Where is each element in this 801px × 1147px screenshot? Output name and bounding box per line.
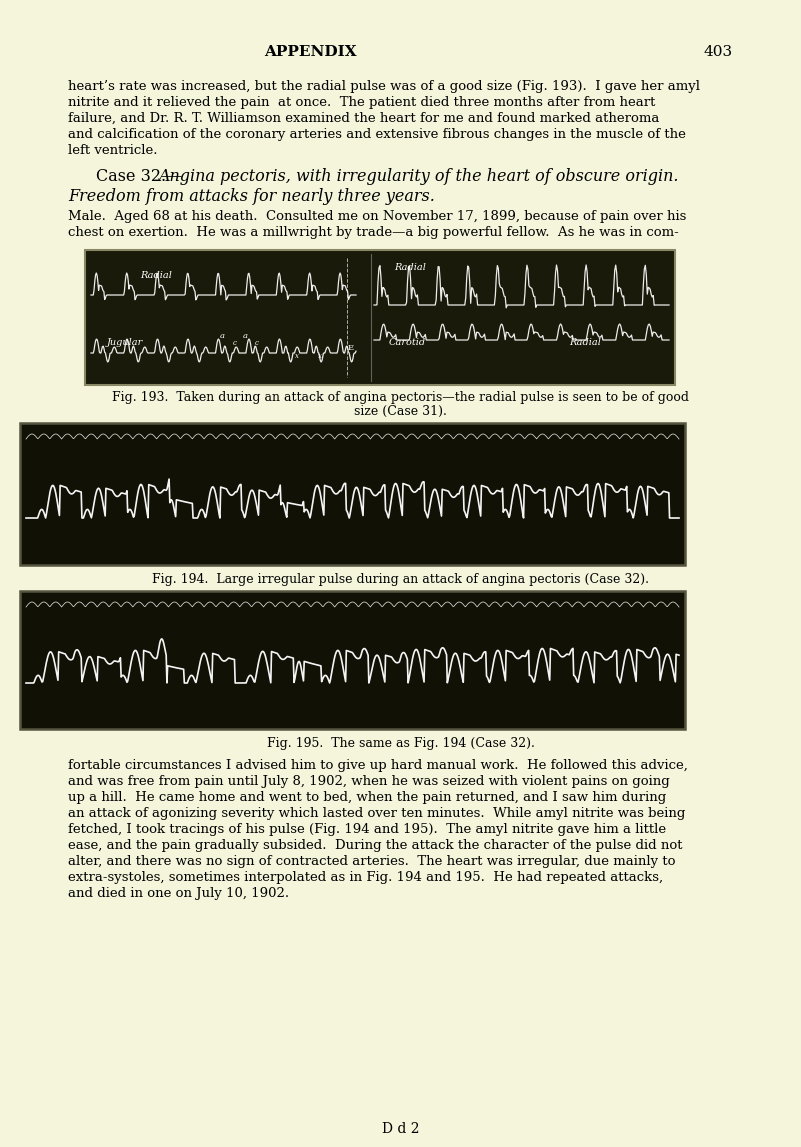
Bar — [85, 250, 675, 385]
Text: E: E — [348, 344, 354, 352]
Text: x: x — [295, 352, 299, 360]
Text: Angina pectoris, with irregularity of the heart of obscure origin.: Angina pectoris, with irregularity of th… — [158, 167, 678, 185]
Text: Radial: Radial — [394, 263, 426, 272]
Text: D d 2: D d 2 — [382, 1122, 419, 1136]
Text: fortable circumstances I advised him to give up hard manual work.  He followed t: fortable circumstances I advised him to … — [68, 759, 688, 772]
Text: ease, and the pain gradually subsided.  During the attack the character of the p: ease, and the pain gradually subsided. D… — [68, 838, 682, 852]
Text: Freedom from attacks for nearly three years.: Freedom from attacks for nearly three ye… — [68, 188, 435, 205]
Text: Radial: Radial — [569, 338, 601, 348]
Text: and calcification of the coronary arteries and extensive fibrous changes in the : and calcification of the coronary arteri… — [68, 128, 686, 141]
Text: and died in one on July 10, 1902.: and died in one on July 10, 1902. — [68, 887, 289, 900]
Bar — [20, 591, 685, 729]
Text: Case 32.—: Case 32.— — [96, 167, 183, 185]
Text: Fig. 193.  Taken during an attack of angina pectoris—the radial pulse is seen to: Fig. 193. Taken during an attack of angi… — [112, 391, 689, 404]
Text: a: a — [220, 331, 225, 340]
Text: c: c — [255, 340, 259, 348]
Text: Fig. 195.  The same as Fig. 194 (Case 32).: Fig. 195. The same as Fig. 194 (Case 32)… — [267, 738, 534, 750]
Text: x: x — [318, 352, 322, 360]
Text: a: a — [243, 331, 248, 340]
Text: nitrite and it relieved the pain  at once.  The patient died three months after : nitrite and it relieved the pain at once… — [68, 96, 655, 109]
Text: extra-systoles, sometimes interpolated as in Fig. 194 and 195.  He had repeated : extra-systoles, sometimes interpolated a… — [68, 871, 663, 884]
Text: left ventricle.: left ventricle. — [68, 145, 158, 157]
Text: an attack of agonizing severity which lasted over ten minutes.  While amyl nitri: an attack of agonizing severity which la… — [68, 807, 686, 820]
Text: Jugular: Jugular — [107, 338, 143, 348]
Text: up a hill.  He came home and went to bed, when the pain returned, and I saw him : up a hill. He came home and went to bed,… — [68, 791, 666, 804]
Text: heart’s rate was increased, but the radial pulse was of a good size (Fig. 193). : heart’s rate was increased, but the radi… — [68, 80, 700, 93]
Text: size (Case 31).: size (Case 31). — [354, 405, 447, 418]
Text: 403: 403 — [704, 45, 733, 58]
Text: chest on exertion.  He was a millwright by trade—a big powerful fellow.  As he w: chest on exertion. He was a millwright b… — [68, 226, 678, 239]
Text: Male.  Aged 68 at his death.  Consulted me on November 17, 1899, because of pain: Male. Aged 68 at his death. Consulted me… — [68, 210, 686, 223]
Text: Carotid: Carotid — [389, 338, 426, 348]
Text: fetched, I took tracings of his pulse (Fig. 194 and 195).  The amyl nitrite gave: fetched, I took tracings of his pulse (F… — [68, 824, 666, 836]
Text: alter, and there was no sign of contracted arteries.  The heart was irregular, d: alter, and there was no sign of contract… — [68, 855, 675, 868]
Text: APPENDIX: APPENDIX — [264, 45, 356, 58]
Text: Fig. 194.  Large irregular pulse during an attack of angina pectoris (Case 32).: Fig. 194. Large irregular pulse during a… — [152, 574, 649, 586]
Text: and was free from pain until July 8, 1902, when he was seized with violent pains: and was free from pain until July 8, 190… — [68, 775, 670, 788]
Bar — [20, 423, 685, 565]
Text: failure, and Dr. R. T. Williamson examined the heart for me and found marked ath: failure, and Dr. R. T. Williamson examin… — [68, 112, 659, 125]
Text: Radial: Radial — [140, 271, 172, 280]
Text: c: c — [233, 340, 237, 348]
